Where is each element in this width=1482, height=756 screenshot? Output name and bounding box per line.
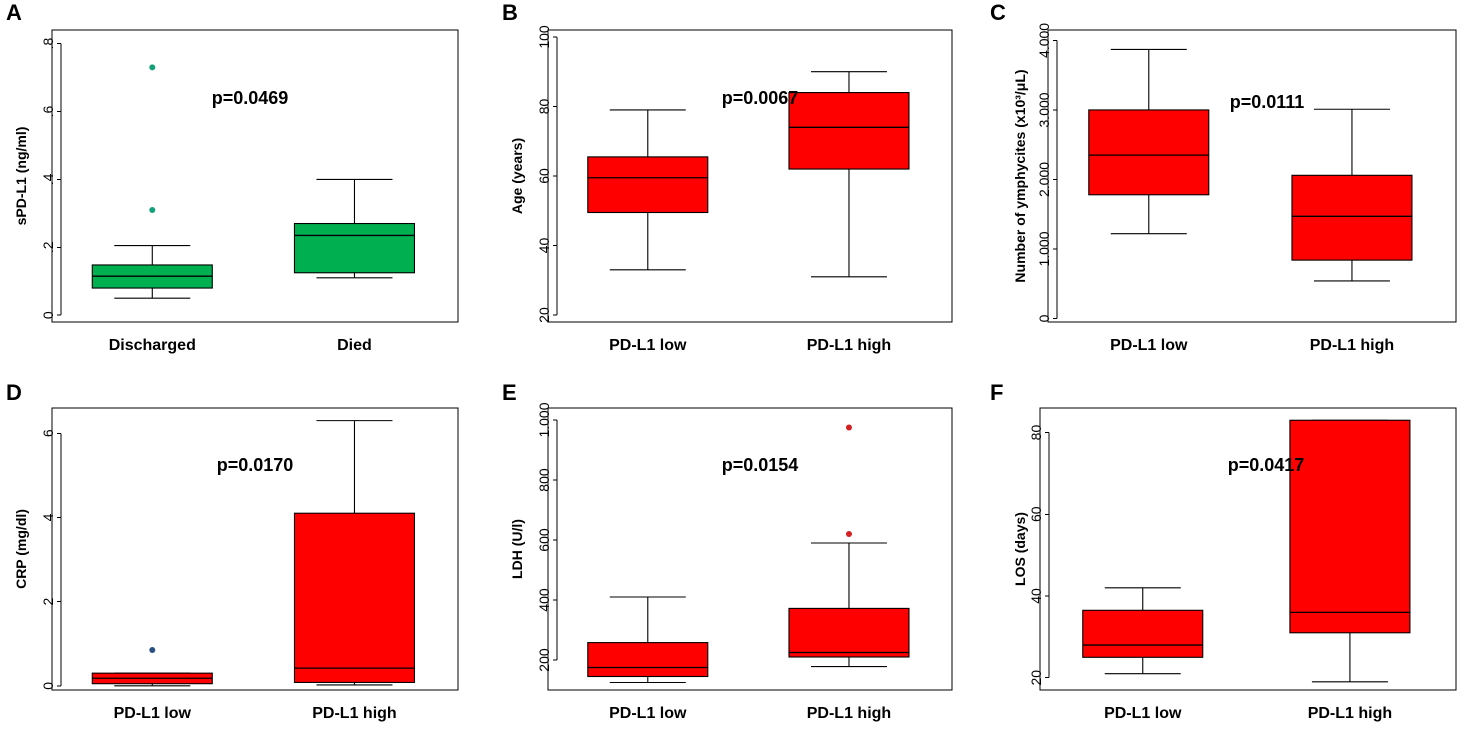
iqr-box bbox=[1088, 109, 1210, 196]
panel-letter: E bbox=[502, 380, 517, 405]
box-0 bbox=[91, 647, 213, 687]
plot-frame bbox=[547, 407, 953, 691]
y-axis-title: Number of ymphycites (x10³/μL) bbox=[1012, 69, 1028, 282]
box-1 bbox=[1291, 108, 1413, 282]
iqr-box bbox=[1082, 609, 1204, 658]
outlier-point bbox=[149, 206, 156, 213]
p-value-annotation: p=0.0170 bbox=[217, 455, 294, 475]
category-label: PD-L1 high bbox=[807, 337, 891, 354]
box-0 bbox=[91, 64, 213, 299]
y-tick-label: .4 bbox=[40, 173, 56, 185]
p-value-annotation: p=0.0154 bbox=[722, 455, 799, 475]
y-tick-label: 40 bbox=[1028, 588, 1044, 604]
p-value-annotation: p=0.0111 bbox=[1230, 92, 1305, 112]
iqr-box bbox=[788, 607, 910, 658]
y-tick-label: 600 bbox=[536, 528, 552, 552]
y-axis-title: sPD-L1 (ng/ml) bbox=[13, 127, 29, 226]
outlier-point bbox=[149, 64, 156, 71]
y-tick-label: 80 bbox=[1028, 425, 1044, 441]
box-0 bbox=[1088, 48, 1210, 235]
plot-frame bbox=[51, 29, 459, 323]
y-tick-label: .8 bbox=[40, 38, 56, 50]
y-tick-label: 40 bbox=[536, 238, 552, 254]
y-tick-label: .2 bbox=[40, 241, 56, 253]
category-label: PD-L1 high bbox=[312, 705, 396, 722]
panel-letter: C bbox=[990, 0, 1006, 25]
y-tick-label: 80 bbox=[536, 98, 552, 114]
box-0 bbox=[587, 109, 709, 271]
iqr-box bbox=[1289, 419, 1411, 634]
y-tick-label: 200 bbox=[536, 648, 552, 672]
category-label: PD-L1 low bbox=[609, 337, 687, 354]
box-1 bbox=[788, 424, 910, 668]
category-label: PD-L1 low bbox=[609, 705, 687, 722]
plot-frame bbox=[1039, 407, 1457, 691]
category-label: PD-L1 high bbox=[1310, 337, 1394, 354]
category-label: PD-L1 high bbox=[1308, 705, 1392, 722]
y-tick-label: 400 bbox=[536, 588, 552, 612]
box-1 bbox=[788, 71, 910, 278]
y-tick-label: 3.000 bbox=[1036, 92, 1052, 127]
panel-letter: B bbox=[502, 0, 518, 25]
y-tick-label: 1.000 bbox=[1036, 231, 1052, 266]
panel-letter: F bbox=[990, 380, 1003, 405]
outlier-point bbox=[845, 531, 852, 537]
panel-a: A 0 .2 .4 .6 .8 sPD-L1 (ng/ml) Discharged Died p=… bbox=[6, 0, 459, 354]
y-tick-label: 6 bbox=[40, 429, 56, 437]
box-1 bbox=[293, 178, 416, 279]
iqr-box bbox=[587, 156, 709, 214]
iqr-box bbox=[293, 222, 416, 274]
category-label: PD-L1 high bbox=[807, 705, 891, 722]
y-axis-title: Age (years) bbox=[509, 138, 525, 214]
panel-b: B 20 40 60 80 100 Age (years) PD-L1 low PD-L1 hi… bbox=[502, 0, 953, 354]
plot-frame bbox=[1047, 29, 1457, 323]
y-tick-label: 20 bbox=[536, 307, 552, 323]
y-tick-label: 800 bbox=[536, 468, 552, 492]
panel-f: F 20 40 60 80 LOS (days) PD-L1 low PD-L1 high p=… bbox=[990, 380, 1457, 722]
box-0 bbox=[1082, 587, 1204, 675]
y-axis-title: LOS (days) bbox=[1012, 512, 1028, 586]
plot-frame bbox=[51, 407, 459, 691]
y-axis-title: LDH (U/l) bbox=[509, 519, 525, 579]
box-1 bbox=[1289, 419, 1411, 683]
box-0 bbox=[587, 596, 709, 684]
panel-d: D 0 2 4 6 CRP (mg/dl) PD-L1 low PD-L1 high p=0.0… bbox=[6, 380, 459, 722]
category-label: Died bbox=[337, 337, 372, 354]
y-axis-title: CRP (mg/dl) bbox=[13, 509, 29, 589]
category-label: PD-L1 low bbox=[114, 705, 192, 722]
box-1 bbox=[293, 420, 416, 686]
plot-frame bbox=[547, 29, 953, 323]
y-tick-label: 2.000 bbox=[1036, 162, 1052, 197]
p-value-annotation: p=0.0417 bbox=[1228, 455, 1305, 475]
y-tick-label: 0 bbox=[40, 311, 56, 319]
y-tick-label: 4 bbox=[40, 513, 56, 521]
iqr-box bbox=[293, 512, 416, 683]
panel-letter: D bbox=[6, 380, 22, 405]
y-tick-label: 1.000 bbox=[536, 402, 552, 437]
iqr-box bbox=[1291, 174, 1413, 261]
iqr-box bbox=[587, 642, 709, 678]
category-label: PD-L1 low bbox=[1110, 337, 1188, 354]
y-tick-label: .6 bbox=[40, 105, 56, 117]
y-tick-label: 20 bbox=[1028, 670, 1044, 686]
panel-e: E 200 400 600 800 1.000 LDH (U/l) PD-L1 low PD-L… bbox=[502, 380, 953, 722]
y-tick-label: 0 bbox=[1036, 314, 1052, 322]
outlier-point bbox=[845, 424, 852, 431]
y-tick-label: 2 bbox=[40, 598, 56, 606]
p-value-annotation: p=0.0067 bbox=[722, 88, 799, 108]
iqr-box bbox=[788, 92, 910, 170]
panel-letter: A bbox=[6, 0, 22, 25]
y-tick-label: 60 bbox=[1028, 506, 1044, 522]
category-label: PD-L1 low bbox=[1104, 705, 1182, 722]
y-tick-label: 60 bbox=[536, 168, 552, 184]
outlier-point bbox=[149, 647, 156, 654]
y-tick-label: 4.000 bbox=[1036, 23, 1052, 58]
panel-c: C 0 1.000 2.000 3.000 4.000 Number of ymphycit… bbox=[990, 0, 1457, 354]
y-tick-label: 0 bbox=[40, 682, 56, 690]
category-label: Discharged bbox=[109, 337, 196, 354]
p-value-annotation: p=0.0469 bbox=[212, 88, 289, 108]
y-tick-label: 100 bbox=[536, 25, 552, 49]
